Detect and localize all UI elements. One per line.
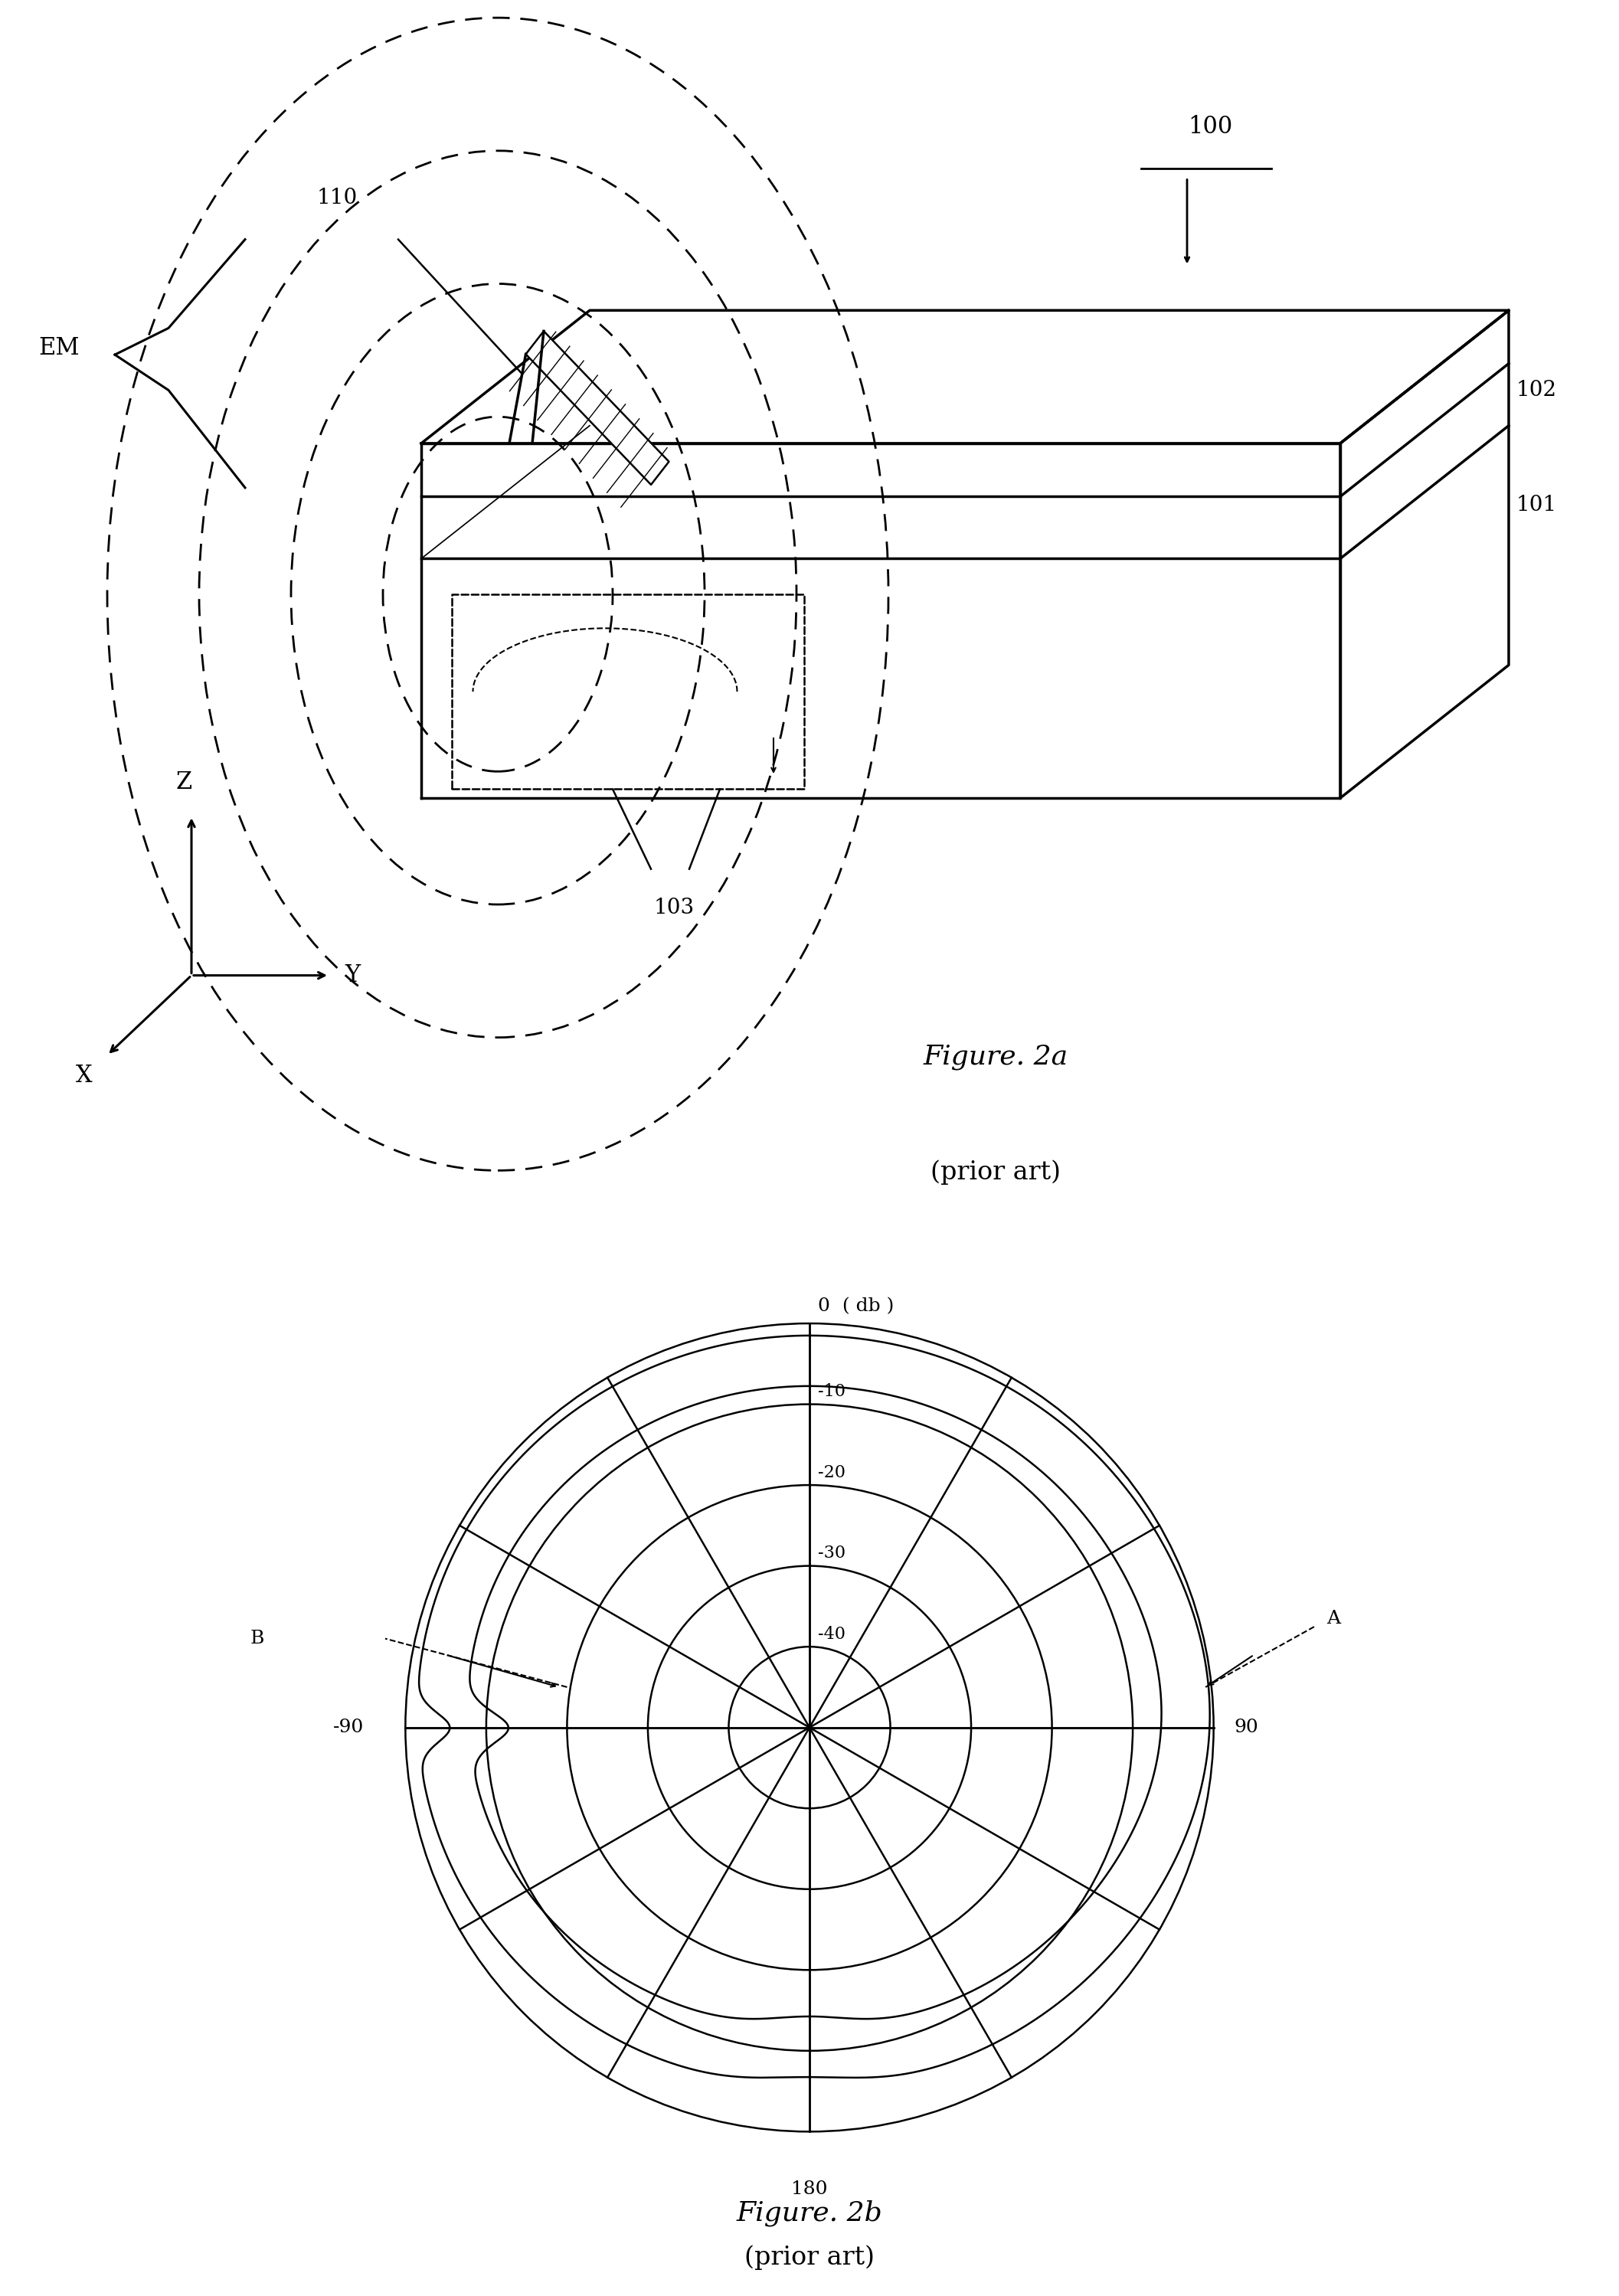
Text: (prior art): (prior art) xyxy=(931,1159,1060,1185)
Text: X: X xyxy=(76,1063,92,1088)
Text: 90: 90 xyxy=(1234,1720,1258,1736)
Text: B: B xyxy=(249,1630,264,1649)
Text: 180: 180 xyxy=(792,2181,827,2197)
Text: Y: Y xyxy=(345,964,359,987)
Text: 110: 110 xyxy=(317,188,358,209)
Text: Figure. 2b: Figure. 2b xyxy=(737,2200,882,2227)
Text: EM: EM xyxy=(39,335,79,360)
Text: 102: 102 xyxy=(1517,379,1557,400)
Text: -90: -90 xyxy=(332,1720,364,1736)
Text: Z: Z xyxy=(176,771,193,794)
Text: -40: -40 xyxy=(818,1626,845,1642)
Text: -10: -10 xyxy=(818,1384,845,1401)
Text: -20: -20 xyxy=(818,1465,845,1481)
Text: 100: 100 xyxy=(1188,115,1232,138)
Text: 103: 103 xyxy=(654,898,695,918)
Polygon shape xyxy=(526,331,669,484)
Text: 101: 101 xyxy=(1517,496,1557,517)
Text: 0  ( db ): 0 ( db ) xyxy=(818,1297,894,1316)
Text: -30: -30 xyxy=(818,1545,845,1561)
Text: Figure. 2a: Figure. 2a xyxy=(923,1045,1069,1070)
Text: A: A xyxy=(1326,1609,1341,1628)
Text: (prior art): (prior art) xyxy=(745,2245,874,2271)
